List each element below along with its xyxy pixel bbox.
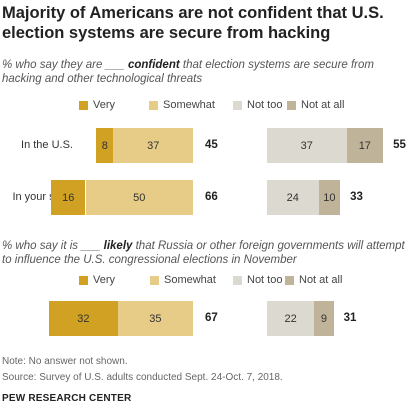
legend-label: Not at all <box>299 274 343 286</box>
legend-swatch <box>79 100 88 110</box>
bar-segment-somewhat: 35 <box>117 301 193 336</box>
row-label: In the U.S. <box>21 139 73 151</box>
bar-segment-somewhat: 50 <box>85 180 193 215</box>
legend-label: Not too <box>247 99 283 111</box>
footer-note: Note: No answer not shown. <box>2 356 128 367</box>
bar-segment-somewhat: 37 <box>113 128 193 163</box>
bar-segment-not-at-all: 10 <box>318 180 341 215</box>
bar-segment-very: 8 <box>96 128 114 163</box>
legend-label: Very <box>93 274 116 286</box>
legend-item-somewhat: Somewhat <box>149 99 215 111</box>
legend-swatch <box>79 275 88 285</box>
legend-item-very: Very <box>79 99 115 111</box>
net-value-right: 31 <box>343 312 357 324</box>
bar-segment-not-too: 37 <box>267 128 347 163</box>
legend-swatch <box>149 100 158 110</box>
subtitle-keyword: confident <box>127 59 180 71</box>
bar-segment-not-too: 24 <box>267 180 319 215</box>
net-value-left: 66 <box>205 191 218 203</box>
legend-swatch <box>287 100 296 110</box>
legend-item-not-too: Not too <box>233 274 282 286</box>
legend-label: Not too <box>247 274 283 286</box>
legend-item-very: Very <box>79 274 115 286</box>
pew-brand: PEW RESEARCH CENTER <box>2 393 132 404</box>
chart-subtitle: % who say it is ___ likely that Russia o… <box>2 240 405 266</box>
legend-item-not-at-all: Not at all <box>287 99 344 111</box>
net-value-right: 33 <box>350 191 363 203</box>
footer-source: Source: Survey of U.S. adults conducted … <box>2 372 283 383</box>
subtitle-keyword: likely <box>103 240 133 252</box>
legend-item-somewhat: Somewhat <box>150 274 216 286</box>
legend-item-not-at-all: Not at all <box>285 274 342 286</box>
legend-label: Somewhat <box>164 274 216 286</box>
legend-label: Somewhat <box>163 99 215 111</box>
bar-segment-not-too: 22 <box>267 301 315 336</box>
legend-swatch <box>150 275 159 285</box>
legend-item-not-too: Not too <box>233 99 282 111</box>
bar-segment-not-at-all: 17 <box>346 128 384 163</box>
net-value-left: 45 <box>205 139 218 151</box>
legend-swatch <box>233 100 242 110</box>
net-value-right: 55 <box>393 139 406 151</box>
chart-title: Majority of Americans are not confident … <box>2 4 384 42</box>
bar-segment-not-at-all: 9 <box>314 301 334 336</box>
legend-swatch <box>233 275 242 285</box>
legend-swatch <box>285 275 294 285</box>
bar-segment-very: 16 <box>51 180 86 215</box>
legend-label: Very <box>93 99 116 111</box>
chart-subtitle: % who say they are ___ confident that el… <box>2 59 374 85</box>
legend-label: Not at all <box>301 99 345 111</box>
net-value-left: 67 <box>205 312 218 324</box>
bar-segment-very: 32 <box>48 301 118 336</box>
